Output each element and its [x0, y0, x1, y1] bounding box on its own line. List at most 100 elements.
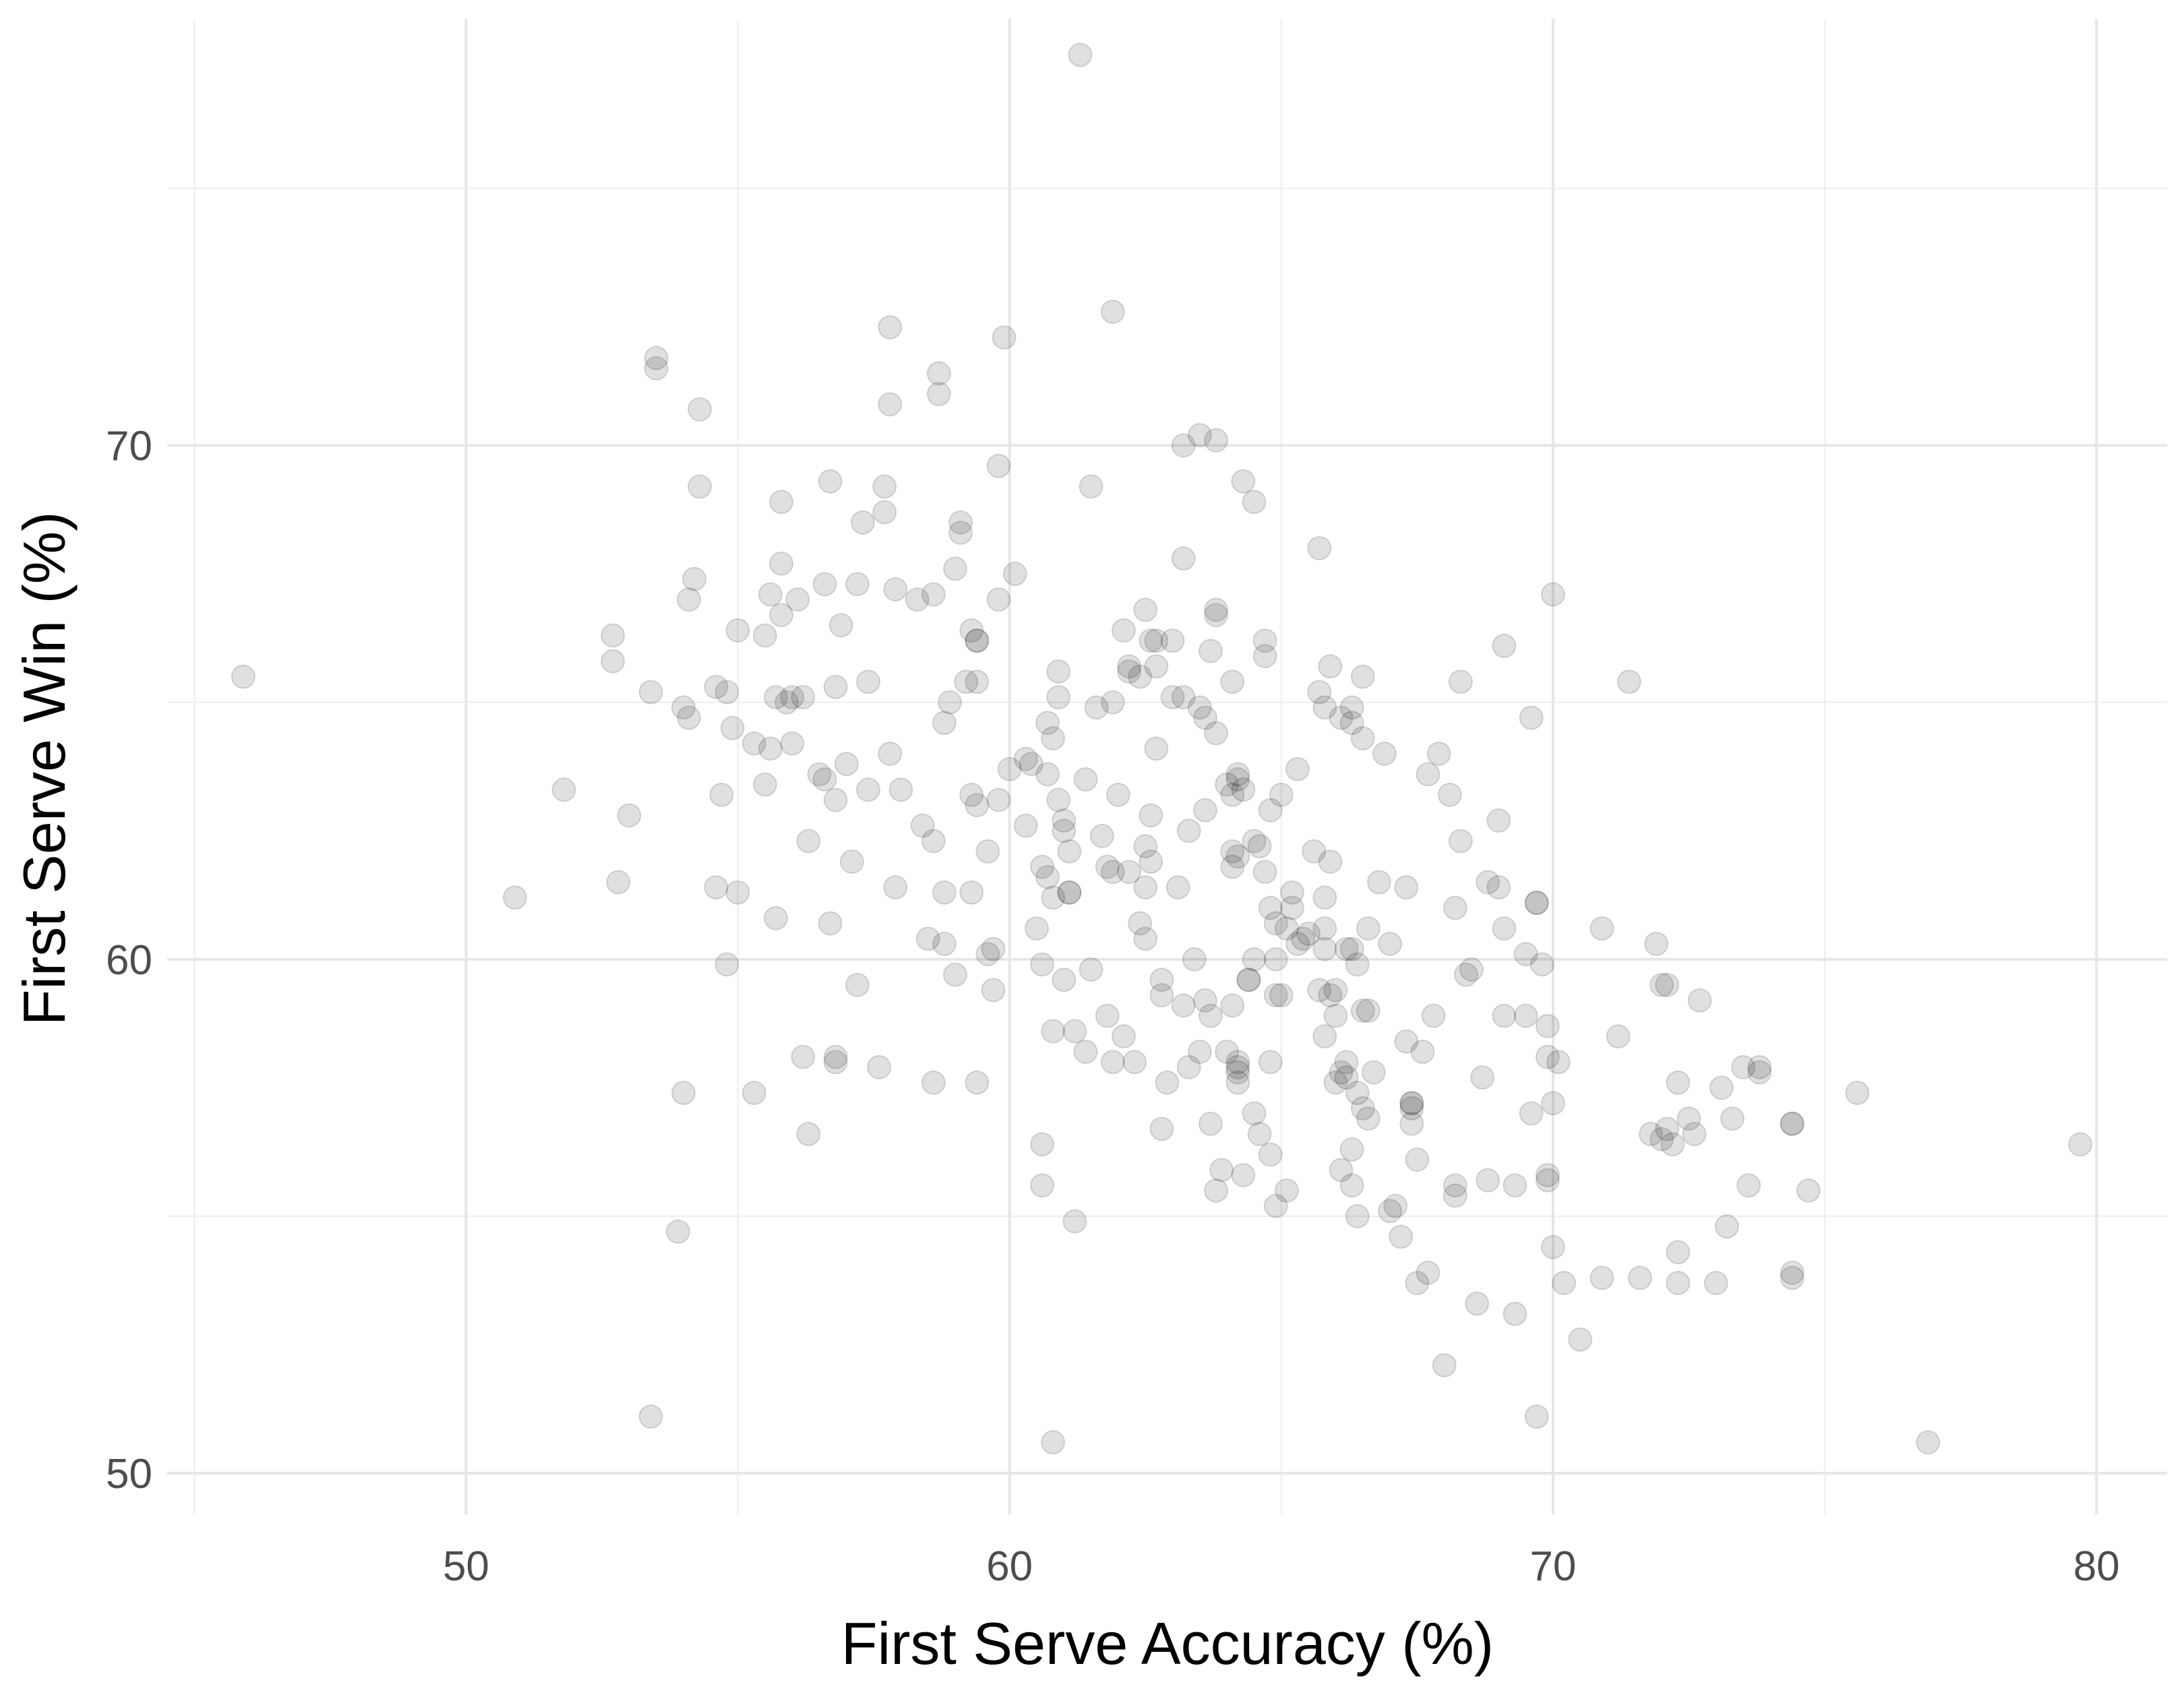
data-point — [1112, 1024, 1136, 1049]
data-point — [1133, 926, 1158, 951]
data-point — [1263, 911, 1288, 936]
data-point — [1057, 880, 1082, 905]
data-point — [1318, 983, 1343, 1008]
data-point — [1780, 1265, 1804, 1290]
data-point — [1133, 875, 1158, 900]
data-point — [1095, 854, 1120, 879]
data-point — [1192, 798, 1217, 823]
data-point — [1356, 1106, 1381, 1131]
data-point — [954, 669, 979, 694]
data-point — [1204, 603, 1229, 628]
data-point — [1062, 1019, 1087, 1044]
data-point — [1535, 1044, 1560, 1069]
data-point — [1160, 685, 1185, 710]
data-point — [1649, 1127, 1674, 1152]
data-point — [1139, 803, 1163, 828]
data-point — [1356, 916, 1381, 941]
data-point — [1916, 1430, 1941, 1455]
data-point — [1204, 597, 1229, 622]
data-point — [1453, 962, 1478, 987]
data-point — [1486, 875, 1511, 900]
data-point — [644, 356, 669, 381]
data-point — [1199, 1111, 1223, 1136]
data-point — [1339, 1137, 1364, 1162]
data-point — [1030, 854, 1055, 879]
data-point — [1242, 1101, 1267, 1126]
data-point — [1252, 860, 1277, 885]
data-point — [921, 1070, 946, 1095]
data-point — [965, 793, 990, 818]
data-point — [943, 556, 968, 581]
data-point — [1459, 957, 1484, 982]
data-point — [671, 1080, 696, 1105]
data-point — [1666, 1271, 1691, 1296]
data-point — [1220, 854, 1245, 879]
data-point — [1046, 685, 1071, 710]
data-point — [851, 510, 875, 535]
data-point — [1329, 1158, 1354, 1183]
data-point — [1519, 705, 1544, 730]
data-point — [720, 715, 745, 740]
data-point — [1209, 1158, 1234, 1183]
data-point — [677, 587, 701, 612]
data-point — [986, 787, 1011, 812]
data-point — [1030, 1132, 1055, 1157]
data-point — [764, 685, 788, 710]
data-point — [1025, 916, 1049, 941]
data-point — [823, 1044, 848, 1069]
data-point — [1312, 695, 1337, 720]
data-point — [1540, 582, 1565, 607]
data-point — [1144, 736, 1169, 761]
data-point — [601, 623, 626, 648]
data-point — [1345, 1203, 1370, 1228]
data-point — [905, 587, 930, 612]
data-point — [856, 669, 881, 694]
data-point — [818, 911, 843, 936]
data-point — [1416, 1260, 1440, 1285]
data-point — [845, 572, 870, 597]
data-point — [1231, 1162, 1256, 1187]
data-point — [975, 839, 1000, 864]
data-point — [948, 510, 973, 535]
data-point — [1258, 1050, 1283, 1075]
data-point — [1128, 911, 1153, 936]
data-point — [872, 500, 897, 525]
data-point — [1062, 1209, 1087, 1234]
data-point — [1606, 1024, 1631, 1049]
data-point — [1747, 1060, 1772, 1085]
data-point — [878, 392, 903, 417]
data-point — [1312, 916, 1337, 941]
data-point — [1279, 880, 1304, 905]
data-point — [752, 772, 777, 797]
data-point — [704, 875, 729, 900]
data-point — [1225, 1070, 1250, 1095]
data-point — [1220, 782, 1245, 807]
data-point — [1285, 931, 1310, 956]
data-point — [1296, 921, 1321, 946]
data-point — [926, 382, 951, 407]
data-point — [1399, 1111, 1424, 1136]
data-point — [1421, 1003, 1446, 1028]
data-point — [1192, 705, 1217, 730]
data-point — [915, 926, 940, 951]
data-point — [1035, 864, 1060, 889]
data-point — [921, 582, 946, 607]
data-point — [965, 628, 990, 653]
data-point — [1117, 654, 1142, 679]
data-point — [1242, 489, 1267, 514]
data-point — [943, 962, 968, 987]
data-point — [986, 454, 1011, 479]
data-point — [606, 870, 631, 895]
data-point — [997, 756, 1022, 781]
data-point — [823, 674, 848, 699]
data-point — [1291, 926, 1316, 951]
data-point — [1513, 942, 1538, 967]
data-point — [752, 623, 777, 648]
data-point — [1529, 952, 1554, 977]
data-point — [231, 664, 255, 689]
data-point — [1204, 1178, 1229, 1203]
data-point — [932, 880, 957, 905]
data-point — [1747, 1054, 1772, 1079]
data-point — [1225, 762, 1250, 787]
